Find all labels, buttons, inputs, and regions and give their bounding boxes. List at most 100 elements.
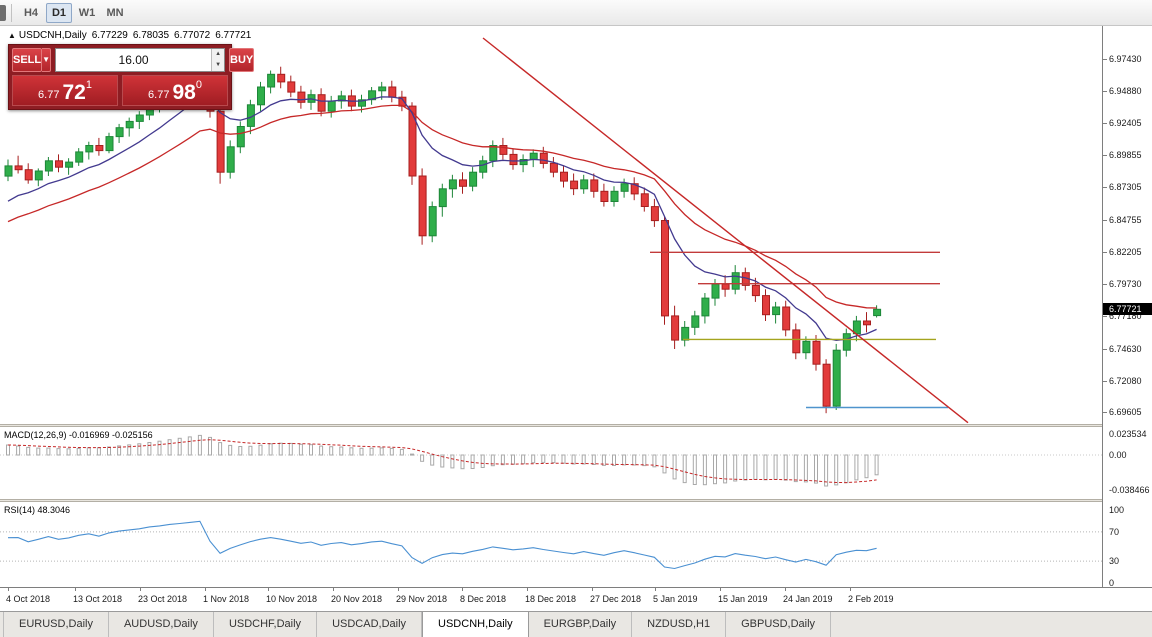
chevron-down-icon: ▼	[42, 55, 51, 64]
price-axis-tick	[1103, 316, 1107, 317]
rsi-axis-label: 30	[1109, 556, 1120, 566]
volume-input[interactable]	[56, 49, 212, 71]
tab-gbpusd-daily[interactable]: GBPUSD,Daily	[726, 612, 832, 637]
rsi-indicator-canvas[interactable]	[0, 502, 1102, 587]
rsi-axis-label: 0	[1109, 578, 1115, 588]
macd-histogram	[6, 434, 879, 487]
current-price-badge: 6.77721	[1103, 303, 1152, 315]
price-axis-label: 6.72080	[1109, 376, 1142, 386]
chart-window: ▲ USDCNH,Daily 6.77229 6.78035 6.77072 6.7772…	[0, 26, 1152, 611]
time-axis-tick	[8, 588, 9, 591]
date-label: 5 Jan 2019	[653, 594, 698, 604]
macd-indicator-label: MACD(12,26,9) -0.016969 -0.025156	[4, 430, 153, 440]
chart-tab-bar: EURUSD,Daily AUDUSD,Daily USDCHF,Daily USDC…	[0, 611, 1152, 637]
clipped-toolbar-icon[interactable]	[0, 4, 6, 21]
panel-splitter-rsi[interactable]	[0, 499, 1152, 502]
sell-price-display[interactable]: 6.77 72 1	[12, 75, 118, 106]
ohlc-high: 6.78035	[132, 30, 170, 41]
price-axis-label: 6.87305	[1109, 182, 1142, 192]
ohlc-close: 6.77721	[215, 30, 252, 41]
main-chart-canvas[interactable]	[0, 26, 1102, 424]
stepper-down-icon[interactable]: ▼	[215, 62, 222, 68]
timeframe-button-mn[interactable]: MN	[106, 6, 124, 19]
price-axis-tick	[1103, 123, 1107, 124]
buy-price-sup: 0	[195, 79, 202, 91]
rsi-axis-label: 100	[1109, 505, 1125, 515]
price-axis-label: 6.84755	[1109, 215, 1142, 225]
time-axis-tick	[720, 588, 721, 591]
time-axis-tick	[850, 588, 851, 591]
date-label: 27 Dec 2018	[590, 594, 642, 604]
buy-price-big: 98	[172, 81, 196, 104]
price-axis-tick	[1103, 412, 1107, 413]
buy-price-display[interactable]: 6.77 98 0	[122, 75, 228, 106]
price-axis-label: 6.97430	[1109, 54, 1142, 64]
time-axis-tick	[75, 588, 76, 591]
date-label: 23 Oct 2018	[138, 594, 188, 604]
timeframe-button-h4[interactable]: H4	[23, 6, 39, 19]
sell-price-sup: 1	[85, 79, 92, 91]
sell-options-dropdown[interactable]: ▼	[42, 48, 52, 72]
macd-axis-label: 0.023534	[1109, 429, 1147, 439]
rsi-axis-label: 70	[1109, 527, 1120, 537]
date-label: 18 Dec 2018	[525, 594, 577, 604]
timeframe-button-w1[interactable]: W1	[78, 6, 96, 19]
tab-nzdusd-h1[interactable]: NZDUSD,H1	[632, 612, 727, 637]
date-label: 24 Jan 2019	[783, 594, 833, 604]
price-axis-tick	[1103, 284, 1107, 285]
price-axis-tick	[1103, 187, 1107, 188]
rsi-line	[7, 520, 877, 570]
one-click-trading-panel: SELL ▼ ▲ ▼ BUY 6.77 72 1 6.77 98 0	[8, 44, 255, 110]
timeframe-button-d1[interactable]: D1	[46, 2, 72, 23]
macd-indicator-canvas[interactable]	[0, 427, 1102, 499]
toolbar-separator	[11, 3, 12, 22]
buy-button[interactable]: BUY	[229, 48, 255, 72]
top-toolbar: H4 D1 W1 MN	[0, 0, 1152, 26]
ma-slow-line	[7, 104, 877, 309]
time-axis-tick	[268, 588, 269, 591]
macd-signal-line	[7, 439, 877, 484]
collapse-trade-panel-icon[interactable]: ▲	[8, 31, 16, 40]
tab-usdchf-daily[interactable]: USDCHF,Daily	[214, 612, 318, 637]
time-axis-tick	[655, 588, 656, 591]
tab-audusd-daily[interactable]: AUDUSD,Daily	[109, 612, 214, 637]
price-axis[interactable]: 6.77721 6.97430 6.94880 6.92405 6.89855 6.87…	[1102, 26, 1152, 588]
date-label: 8 Dec 2018	[460, 594, 507, 604]
chart-title: USDCNH,Daily	[18, 30, 87, 41]
chart-ohlc-header: ▲ USDCNH,Daily 6.77229 6.78035 6.77072 6.7772…	[8, 30, 251, 41]
price-axis-label: 6.89855	[1109, 150, 1142, 160]
price-axis-tick	[1103, 155, 1107, 156]
trend-line	[482, 37, 969, 424]
price-axis-label: 6.74630	[1109, 344, 1142, 354]
sell-price-big: 72	[62, 81, 86, 104]
date-label: 29 Nov 2018	[396, 594, 448, 604]
timeframe-buttons: H4 D1 W1 MN	[17, 2, 129, 23]
date-label: 4 Oct 2018	[6, 594, 51, 604]
stepper-up-icon[interactable]: ▲	[215, 51, 222, 57]
volume-box: ▲ ▼	[55, 48, 226, 72]
macd-axis-label: -0.038466	[1109, 485, 1150, 495]
tab-usdcad-daily[interactable]: USDCAD,Daily	[317, 612, 423, 637]
panel-splitter-macd[interactable]	[0, 424, 1152, 427]
time-axis[interactable]: 4 Oct 2018 13 Oct 2018 23 Oct 2018 1 Nov 20…	[0, 587, 1152, 611]
price-axis-tick	[1103, 252, 1107, 253]
price-axis-label: 6.79730	[1109, 279, 1142, 289]
sell-price-prefix: 6.77	[38, 89, 60, 101]
buy-price-prefix: 6.77	[148, 89, 170, 101]
time-axis-tick	[785, 588, 786, 591]
candle-series	[4, 54, 882, 414]
price-axis-tick	[1103, 59, 1107, 60]
tab-eurgbp-daily[interactable]: EURGBP,Daily	[529, 612, 633, 637]
sell-button[interactable]: SELL	[12, 48, 43, 72]
tab-eurusd-daily[interactable]: EURUSD,Daily	[3, 612, 109, 637]
price-axis-tick	[1103, 381, 1107, 382]
volume-stepper[interactable]: ▲ ▼	[211, 49, 225, 71]
tab-usdcnh-daily[interactable]: USDCNH,Daily	[422, 612, 529, 637]
time-axis-tick	[462, 588, 463, 591]
macd-axis-label: 0.00	[1109, 450, 1127, 460]
time-axis-tick	[333, 588, 334, 591]
rsi-indicator-label: RSI(14) 48.3046	[4, 505, 71, 515]
price-axis-label: 6.82205	[1109, 247, 1142, 257]
ma-fast-line	[7, 95, 877, 342]
time-axis-tick	[527, 588, 528, 591]
